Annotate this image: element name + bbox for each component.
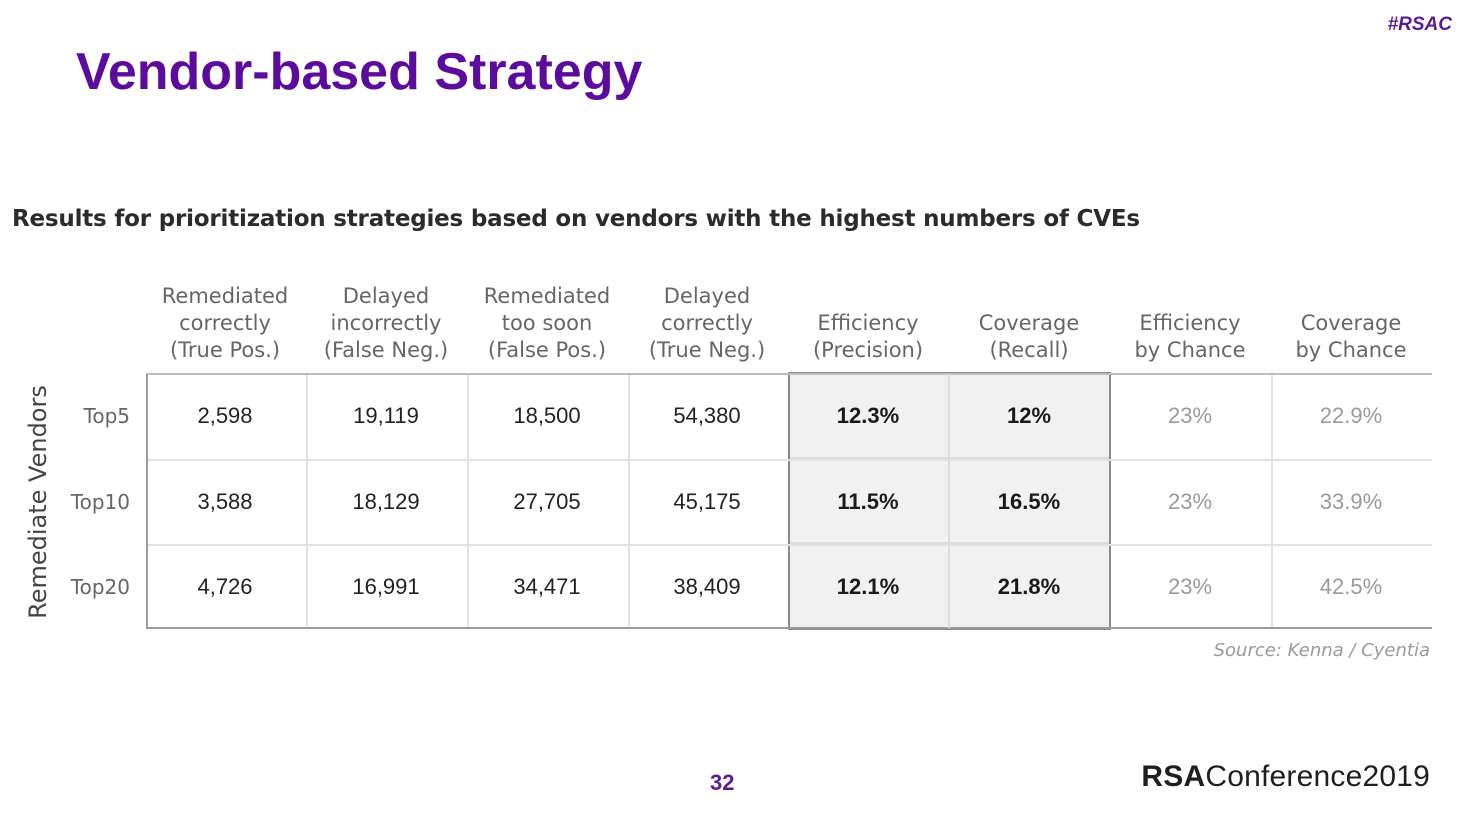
table-cell: 12.1% (836, 574, 900, 599)
column-divider (948, 374, 950, 628)
table-cell: 23% (1167, 489, 1213, 514)
table-cell: 54,380 (673, 403, 741, 428)
row-label: Top10 (70, 490, 130, 514)
column-header-line: correctly (661, 311, 753, 335)
source-note: Source: Kenna / Cyentia (1213, 640, 1430, 661)
conference-logo: RSAConference2019 (1141, 760, 1430, 794)
logo-rsa: RSA (1141, 760, 1206, 793)
results-table (146, 373, 1432, 629)
row-divider (790, 457, 1109, 459)
slide-title: Vendor-based Strategy (76, 43, 643, 101)
column-header-line: by Chance (1295, 338, 1407, 362)
table-subtitle: Results for prioritization strategies ba… (12, 206, 1140, 232)
table-cell: 18,500 (513, 403, 581, 428)
column-header-line: too soon (501, 311, 593, 335)
hashtag: #RSAC (1387, 14, 1452, 35)
column-header: Delayed correctly (True Neg.) (627, 283, 787, 364)
table-cell: 16.5% (997, 489, 1061, 514)
column-header-line: incorrectly (330, 311, 442, 335)
table-cell: 11.5% (837, 489, 899, 514)
column-divider (1271, 375, 1273, 627)
table-cell: 38,409 (673, 574, 741, 599)
table-cell: 42.5% (1319, 574, 1383, 599)
table-cell: 12.3% (836, 403, 900, 428)
column-divider (306, 375, 308, 627)
table-cell: 34,471 (513, 574, 581, 599)
table-cell: 4,726 (197, 574, 253, 599)
table-cell: 21.8% (997, 574, 1061, 599)
column-header-line: (True Pos.) (169, 338, 281, 362)
column-header: Coverage by Chance (1271, 310, 1431, 364)
table-cell: 16,991 (352, 574, 420, 599)
column-header-line: Remediated (483, 284, 611, 308)
row-divider (148, 459, 1432, 461)
table-cell: 2,598 (197, 403, 253, 428)
column-header-line: (False Pos.) (487, 338, 607, 362)
column-header-line: Coverage (978, 311, 1080, 335)
column-header: Remediated too soon (False Pos.) (467, 283, 627, 364)
column-header: Delayed incorrectly (False Neg.) (306, 283, 466, 364)
table-cell: 18,129 (352, 489, 420, 514)
column-header: Efficiency (Precision) (788, 310, 948, 364)
column-divider (628, 375, 630, 627)
table-cell: 3,588 (197, 489, 253, 514)
row-divider (790, 542, 1109, 544)
row-label: Top20 (70, 575, 130, 599)
column-header-line: (True Neg.) (648, 338, 766, 362)
column-header-line: correctly (179, 311, 271, 335)
column-header-line: Efficiency (1139, 311, 1241, 335)
column-header-line: by Chance (1134, 338, 1246, 362)
table-cell: 23% (1167, 403, 1213, 428)
table-cell: 12% (1006, 403, 1052, 428)
column-header-line: Delayed (342, 284, 430, 308)
page-number: 32 (710, 770, 735, 795)
column-header-line: (Recall) (989, 338, 1069, 362)
column-header-line: Remediated (161, 284, 289, 308)
table-cell: 23% (1167, 574, 1213, 599)
column-header-line: Efficiency (817, 311, 919, 335)
table-cell: 19,119 (353, 403, 419, 428)
table-cell: 33.9% (1319, 489, 1383, 514)
column-header-line: Delayed (663, 284, 751, 308)
column-header: Coverage (Recall) (949, 310, 1109, 364)
column-header: Efficiency by Chance (1110, 310, 1270, 364)
column-header-line: (False Neg.) (323, 338, 449, 362)
column-header-line: (Precision) (812, 338, 924, 362)
row-divider (148, 544, 1432, 546)
column-header-line: Coverage (1300, 311, 1402, 335)
table-cell: 27,705 (513, 489, 581, 514)
column-divider (467, 375, 469, 627)
logo-conference: Conference2019 (1205, 760, 1430, 793)
table-cell: 45,175 (673, 489, 741, 514)
column-header: Remediated correctly (True Pos.) (145, 283, 305, 364)
table-cell: 22.9% (1319, 403, 1383, 428)
row-label: Top5 (83, 404, 130, 428)
